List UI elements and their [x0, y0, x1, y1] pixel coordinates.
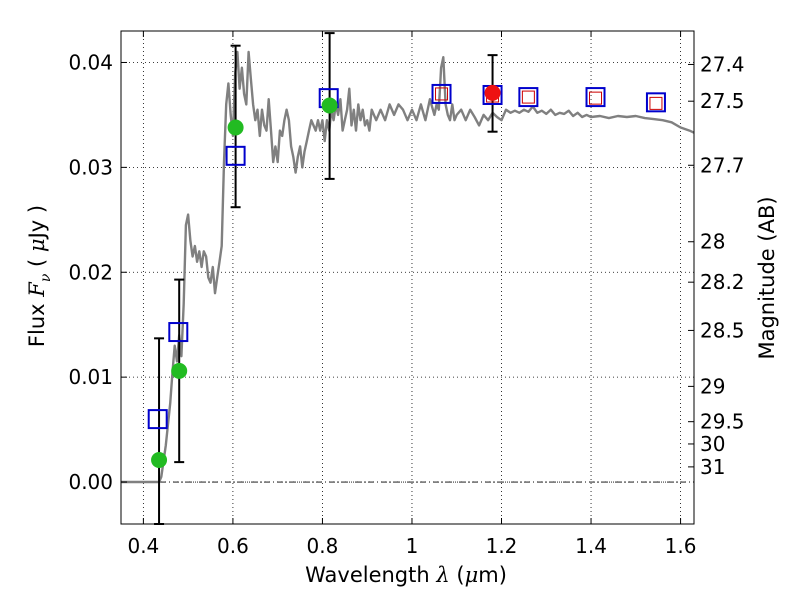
data-markers	[147, 83, 666, 469]
red-flux-point	[484, 84, 501, 101]
y-tick-label: 0.04	[68, 50, 113, 74]
x-tick-label: 1.4	[575, 534, 607, 558]
y-tick-label: 0.02	[68, 260, 113, 284]
magnitude-tick-label: 29	[700, 374, 725, 398]
magnitude-tick-label: 28.2	[700, 270, 745, 294]
model-square-marker	[521, 90, 535, 104]
open-square-marker	[518, 87, 539, 108]
x-tick-label: 0.8	[307, 534, 339, 558]
plot-frame	[120, 30, 695, 525]
model-square-marker	[589, 91, 603, 105]
magnitude-tick-label: 27.5	[700, 89, 745, 113]
x-tick-label: 0.4	[127, 534, 159, 558]
x-tick-label: 0.6	[217, 534, 249, 558]
magnitude-tick-label: 27.4	[700, 52, 745, 76]
open-square-marker	[431, 83, 452, 104]
magnitude-tick-label: 28.5	[700, 318, 745, 342]
model-spectrum-line	[121, 50, 695, 484]
x-axis-label: Wavelength λ (μm)	[305, 563, 507, 587]
green-flux-point	[171, 362, 188, 379]
x-tick-labels: 0.4 0.6 0.8 1 1.2 1.4 1.6	[127, 534, 696, 558]
y2-axis-label: Magnitude (AB)	[755, 196, 779, 359]
grid-lines	[121, 31, 694, 524]
magnitude-tick-label: 28	[700, 230, 725, 254]
magnitude-tick-label: 31	[700, 455, 725, 479]
green-flux-point	[151, 452, 168, 469]
model-square-marker	[649, 96, 663, 110]
x-tick-label: 1	[406, 534, 419, 558]
open-square-marker	[168, 322, 189, 343]
green-flux-point	[321, 97, 338, 114]
magnitude-tick-label: 30	[700, 432, 725, 456]
x-tick-label: 1.6	[665, 534, 697, 558]
open-square-marker	[645, 92, 666, 113]
open-square-marker	[585, 87, 606, 108]
open-square-marker	[225, 145, 246, 166]
y-axis-label: Flux Fν ( μJy )	[25, 205, 54, 347]
open-square-marker	[147, 409, 168, 430]
magnitude-tick-label: 29.5	[700, 410, 745, 434]
y-tick-label: 0.00	[68, 470, 113, 494]
y-tick-label: 0.01	[68, 365, 113, 389]
green-flux-point	[227, 119, 244, 136]
model-square-marker	[435, 87, 449, 101]
y-tick-label: 0.03	[68, 155, 113, 179]
y-tick-labels: 0.00 0.01 0.02 0.03 0.04	[68, 50, 113, 494]
x-tick-label: 1.2	[486, 534, 518, 558]
magnitude-tick-label: 27.7	[700, 153, 745, 177]
axis-ticks	[121, 31, 694, 524]
